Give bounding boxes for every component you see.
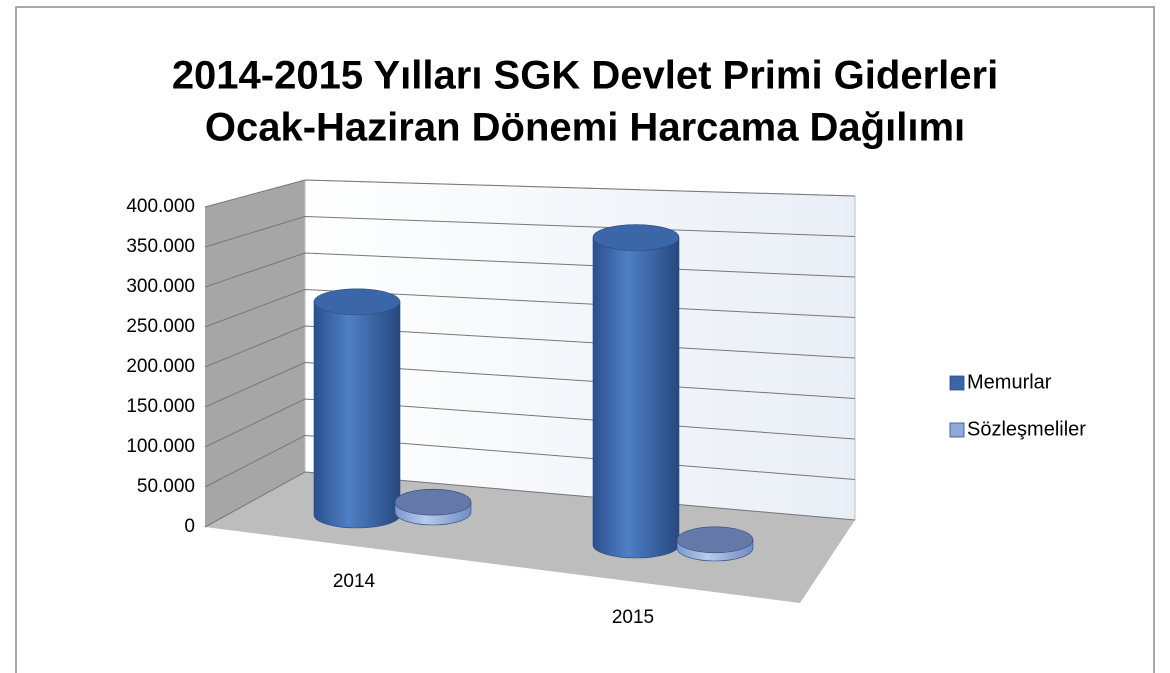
y-tick-label: 250.000 — [126, 316, 195, 337]
cylinder-top — [313, 288, 401, 316]
cylinder — [313, 288, 401, 529]
legend-label: Sözleşmeliler — [967, 418, 1086, 440]
cylinder-top — [592, 224, 680, 251]
cylinder — [592, 224, 680, 559]
x-tick-label: 2015 — [612, 607, 654, 628]
legend-label: Memurlar — [967, 371, 1052, 393]
y-tick-label: 200.000 — [126, 356, 195, 377]
y-tick-label: 400.000 — [126, 196, 195, 217]
y-tick-label: 350.000 — [126, 236, 195, 257]
y-tick-label: 100.000 — [126, 436, 195, 457]
x-tick-label: 2014 — [333, 571, 376, 592]
cylinder — [394, 488, 472, 526]
cylinder-body — [592, 237, 680, 559]
chart-title: Ocak-Haziran Dönemi Harcama Dağılımı — [205, 106, 965, 150]
cylinder-body — [313, 301, 401, 529]
y-tick-label: 0 — [184, 516, 195, 537]
cylinder-top — [676, 526, 754, 554]
legend-swatch — [949, 422, 965, 438]
y-tick-label: 150.000 — [126, 396, 195, 417]
grid-line — [204, 179, 856, 208]
cylinder-top — [394, 488, 472, 516]
y-tick-label: 50.000 — [137, 476, 195, 497]
legend-swatch — [949, 375, 965, 391]
cylinder — [676, 526, 754, 562]
side-wall — [205, 180, 305, 527]
chart-frame — [15, 6, 1155, 673]
chart-title: 2014-2015 Yılları SGK Devlet Primi Gider… — [172, 54, 998, 98]
grid-line — [204, 215, 856, 248]
y-tick-label: 300.000 — [126, 276, 195, 297]
